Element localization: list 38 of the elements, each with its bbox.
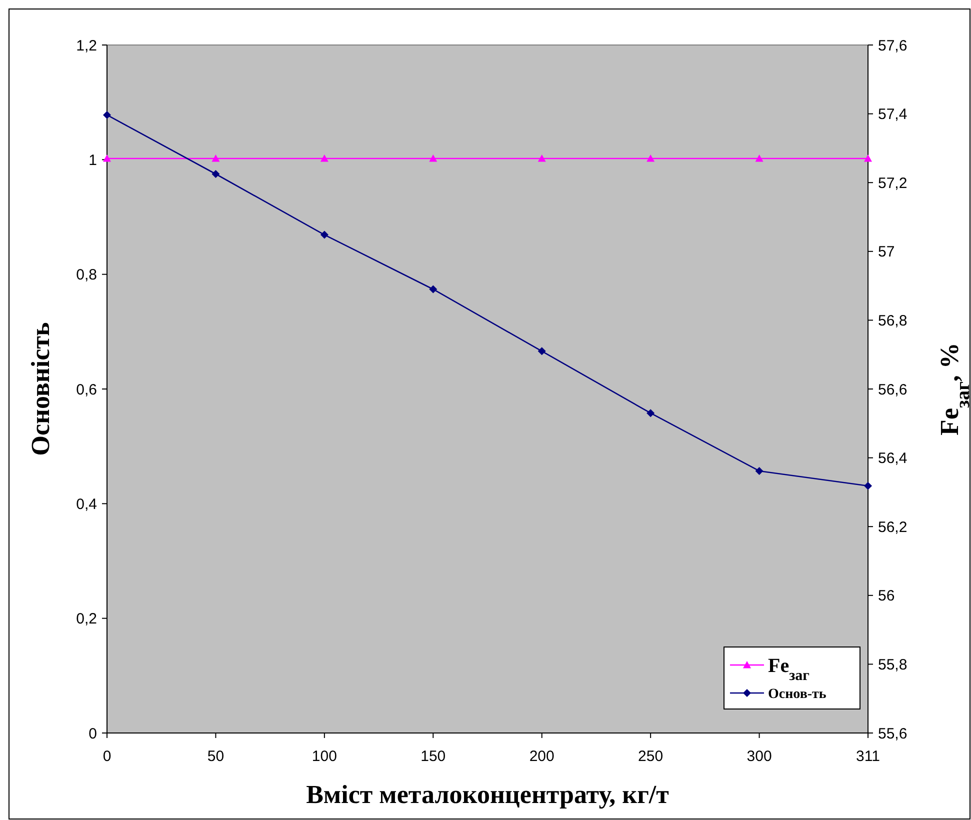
x-tick-label: 311 (856, 748, 880, 765)
y2-tick-label: 56,2 (878, 518, 908, 536)
y2-tick-label: 56,8 (878, 312, 908, 330)
legend-label: Fe$_{заг}$ (768, 655, 810, 684)
x-tick-label: 300 (746, 748, 772, 765)
y2-tick-label: 57,2 (878, 174, 908, 192)
x-tick-label: 250 (638, 748, 664, 765)
x-tick-label: 150 (420, 748, 446, 765)
x-axis-title: Вміст металоконцентрату, кг/т (306, 780, 670, 809)
y2-tick-label: 56 (878, 588, 895, 605)
y2-tick-label: 57,4 (878, 106, 908, 124)
point (755, 466, 764, 475)
y-tick-label: 1,2 (76, 37, 97, 54)
y-tick-label: 0 (88, 725, 97, 742)
x-tick-label: 100 (312, 748, 337, 765)
point (864, 482, 872, 490)
x-tick-label: 200 (529, 748, 554, 765)
y2-tick-label: 57 (878, 244, 895, 261)
point (103, 110, 111, 119)
y-tick-label: 1 (88, 152, 97, 169)
y2-tick-label: 55,8 (878, 656, 908, 674)
x-tick-label: 50 (207, 748, 224, 765)
point (538, 347, 546, 356)
y-tick-label: 0,4 (76, 496, 97, 513)
y2-tick-label: 56,4 (878, 450, 908, 468)
y-tick-label: 0,2 (76, 610, 97, 628)
y2-tick-label: 57,6 (878, 37, 908, 54)
x-tick-label: 0 (102, 748, 112, 765)
y-tick-label: 0,6 (76, 381, 97, 398)
point (212, 170, 220, 178)
point (646, 409, 655, 418)
point (320, 230, 328, 239)
legend-label: Основ-ть (768, 686, 827, 702)
point (429, 285, 438, 294)
y-tick-label: 0,8 (76, 266, 97, 284)
y2-tick-label: 55,6 (878, 725, 908, 742)
y2-tick-label: 56,6 (878, 381, 908, 398)
y-axis-title: Основність (26, 322, 55, 456)
